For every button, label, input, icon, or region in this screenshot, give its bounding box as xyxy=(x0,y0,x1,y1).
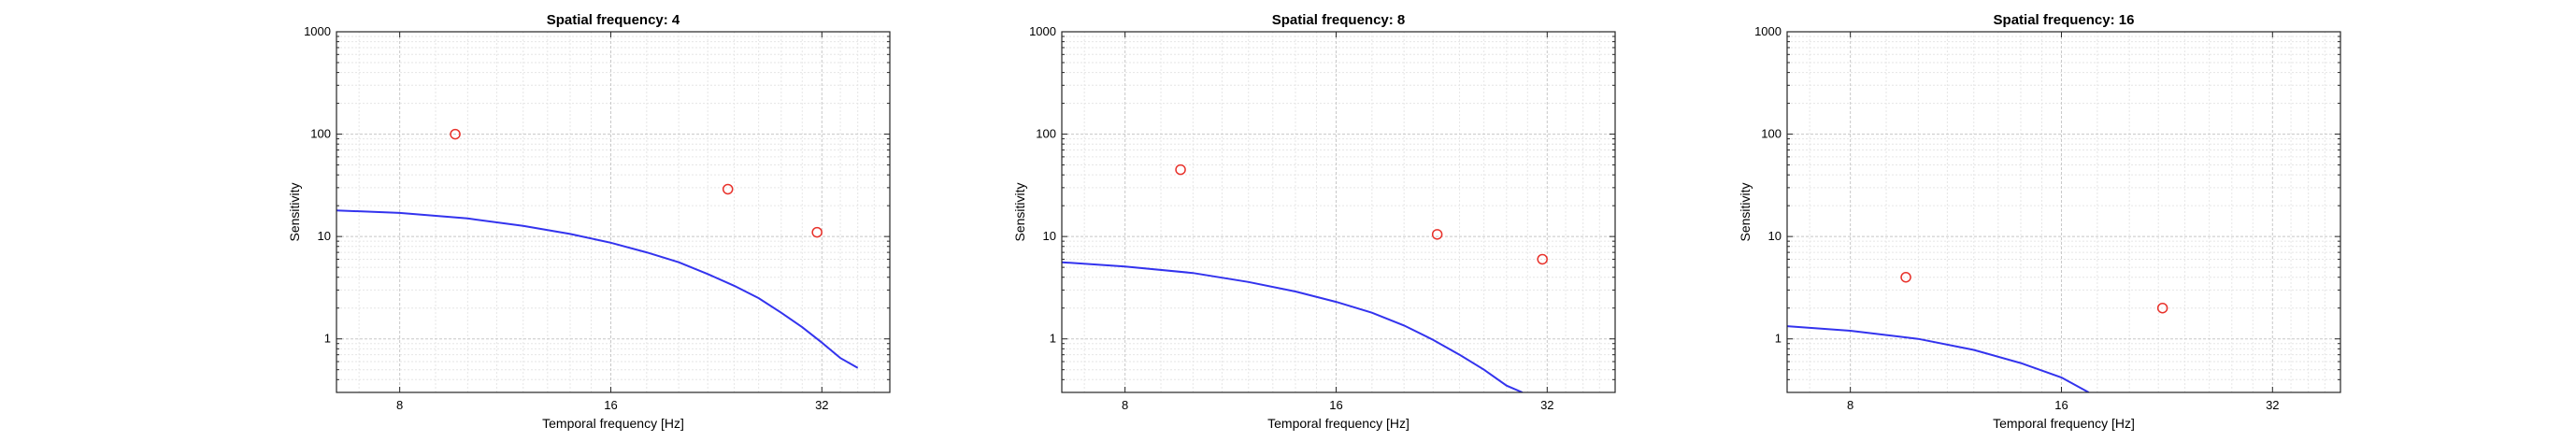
y-tick-label: 10 xyxy=(1768,229,1782,243)
y-axis-label: Sensitivity xyxy=(1012,182,1027,241)
y-tick-label: 1000 xyxy=(304,24,331,38)
chart-title: Spatial frequency: 16 xyxy=(1994,12,2135,28)
model-curve xyxy=(1062,261,1524,392)
y-tick-label: 10 xyxy=(318,229,331,243)
x-axis-label: Temporal frequency [Hz] xyxy=(1267,416,1410,431)
chart-panel-2: 1 10 100 1000 8 16 32 Spatial frequency: 8 Tempo… xyxy=(1012,12,1616,431)
y-axis-label: Sensitivity xyxy=(287,182,302,241)
plot-area xyxy=(336,32,890,392)
x-tick-label: 16 xyxy=(604,398,617,412)
x-tick-label: 8 xyxy=(1122,398,1128,412)
x-tick-label: 32 xyxy=(2266,398,2279,412)
y-tick-label: 1000 xyxy=(1754,24,1782,38)
x-tick-label: 32 xyxy=(1540,398,1553,412)
axes-box xyxy=(1061,31,1616,393)
x-tick-label: 8 xyxy=(1847,398,1853,412)
data-point xyxy=(1537,253,1548,265)
y-tick-label: 1 xyxy=(1775,332,1782,346)
x-tick-label: 16 xyxy=(2054,398,2068,412)
x-tick-label: 32 xyxy=(815,398,828,412)
y-tick-label: 100 xyxy=(1036,127,1056,141)
data-point xyxy=(1900,271,1911,283)
y-axis-label: Sensitivity xyxy=(1738,182,1753,241)
data-point xyxy=(2156,302,2168,314)
axes-box xyxy=(336,31,891,393)
data-point xyxy=(811,226,823,238)
x-axis-label: Temporal frequency [Hz] xyxy=(542,416,684,431)
chart-panel-1: 1 10 100 1000 8 16 32 Spatial frequency: 4 Tempo… xyxy=(287,12,891,431)
y-tick-label: 1 xyxy=(324,332,331,346)
y-tick-label: 100 xyxy=(310,127,331,141)
chart-title: Spatial frequency: 4 xyxy=(547,12,680,28)
data-point xyxy=(450,128,461,140)
data-point xyxy=(722,183,734,195)
plot-area xyxy=(1062,32,1615,392)
x-tick-label: 16 xyxy=(1329,398,1342,412)
axes-box xyxy=(1786,31,2341,393)
y-tick-label: 1 xyxy=(1050,332,1056,346)
model-curve xyxy=(1787,325,2090,392)
y-tick-label: 100 xyxy=(1761,127,1782,141)
y-tick-label: 1000 xyxy=(1029,24,1056,38)
chart-panel-3: 1 10 100 1000 8 16 32 Spatial frequency: 16 Temp… xyxy=(1738,12,2341,431)
x-axis-label: Temporal frequency [Hz] xyxy=(1993,416,2135,431)
x-tick-label: 8 xyxy=(396,398,403,412)
data-point xyxy=(1431,229,1443,240)
model-curve xyxy=(336,209,859,369)
data-point xyxy=(1175,164,1186,176)
plot-area xyxy=(1787,32,2340,392)
chart-title: Spatial frequency: 8 xyxy=(1272,12,1406,28)
y-tick-label: 10 xyxy=(1043,229,1056,243)
